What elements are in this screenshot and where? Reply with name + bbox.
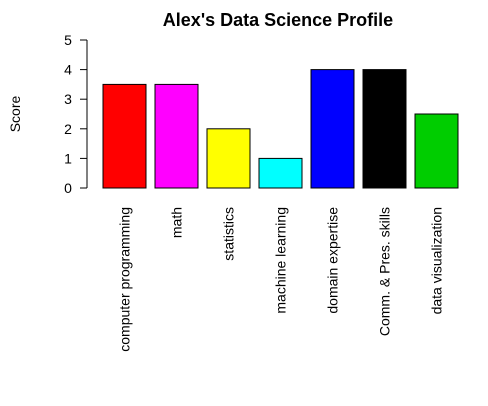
bar-math [154, 83, 199, 189]
y-tick-label: 2 [64, 121, 72, 137]
bar-machine-learning [258, 157, 303, 189]
category-label: domain expertise [325, 207, 341, 314]
category-label: math [169, 207, 185, 238]
y-tick-label: 5 [64, 32, 72, 48]
bar-comm-pres-skills [362, 69, 407, 189]
y-axis-label: Score [7, 96, 23, 133]
y-tick-label: 0 [64, 180, 72, 196]
bar-domain-expertise [310, 69, 355, 189]
bars [102, 69, 459, 189]
y-tick-label: 3 [64, 91, 72, 107]
category-label: data visualization [429, 207, 445, 314]
category-label: machine learning [273, 207, 289, 314]
y-tick-label: 4 [64, 62, 72, 78]
chart-title: Alex's Data Science Profile [163, 10, 393, 30]
category-label: Comm. & Pres. skills [377, 207, 393, 336]
y-axis: 0 1 2 3 4 5 [64, 32, 88, 196]
category-label: statistics [221, 207, 237, 261]
bar-statistics [206, 128, 251, 189]
y-tick-label: 1 [64, 150, 72, 166]
category-label: computer programming [117, 207, 133, 352]
bar-data-visualization [414, 113, 459, 189]
category-labels: computer programming math statistics machin… [117, 207, 445, 352]
bar-computer-programming [102, 83, 147, 189]
